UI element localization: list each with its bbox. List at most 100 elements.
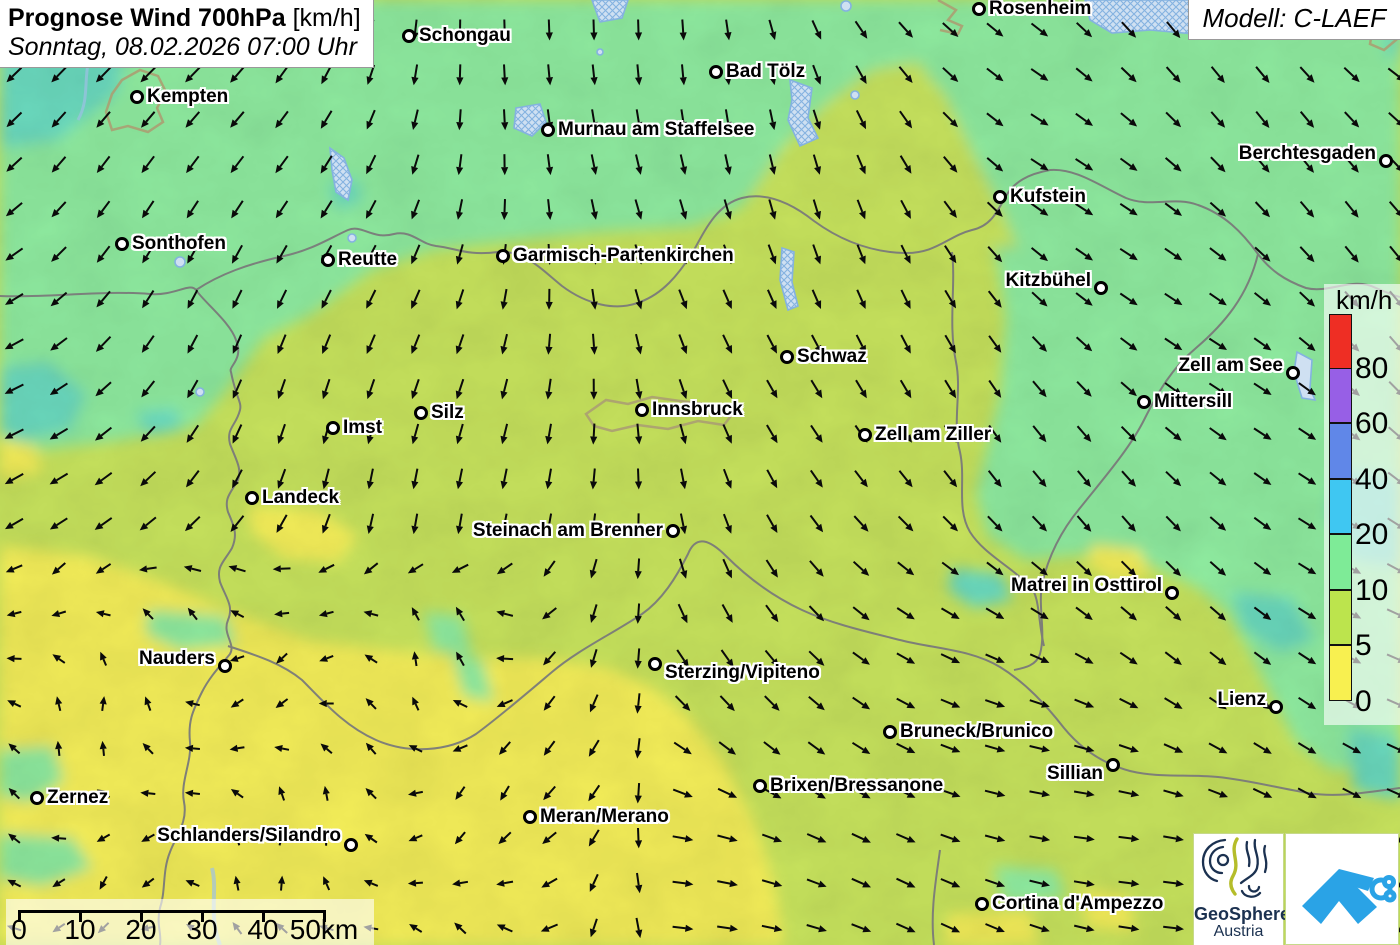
country-borders	[0, 168, 1400, 945]
lake-forggensee	[329, 146, 353, 202]
city-label: Bruneck/Brunico	[900, 721, 1054, 742]
title-parameter: Prognose Wind 700hPa	[8, 4, 286, 32]
legend-value: 80	[1355, 351, 1389, 385]
geosphere-wordmark: GeoSphere	[1194, 904, 1291, 924]
city-label: Zell am Ziller	[875, 424, 992, 445]
city-label: Reutte	[338, 249, 398, 270]
legend-entry: 20	[1324, 478, 1400, 549]
border-province-se	[931, 849, 941, 945]
city-label: Mittersill	[1154, 391, 1233, 412]
legend-value: 40	[1355, 462, 1389, 496]
geosphere-austria-logo: GeoSphere Austria	[1193, 833, 1291, 945]
city-label: Matrei in Osttirol	[1011, 575, 1162, 596]
city-marker	[344, 838, 358, 852]
city-marker	[218, 659, 232, 673]
legend-swatch	[1329, 367, 1352, 424]
city-label: Imst	[343, 417, 383, 438]
city-marker	[648, 657, 662, 671]
city-label: Landeck	[262, 487, 340, 508]
scale-tick-label: 20	[125, 914, 157, 945]
city-marker	[245, 491, 259, 505]
model-label: Modell: C-LAEF	[1187, 0, 1400, 40]
lake-staffelsee	[513, 103, 547, 137]
lakes	[76, 0, 1317, 945]
city-label: Sonthofen	[132, 233, 226, 254]
city-label: Bad Tölz	[726, 61, 806, 82]
city-label: Garmisch-Partenkirchen	[513, 245, 734, 266]
legend-value: 0	[1355, 684, 1372, 718]
legend-swatch	[1329, 478, 1352, 535]
legend-swatch	[1329, 589, 1352, 646]
legend-entry: 80	[1324, 314, 1400, 383]
outline-innsbruck	[584, 395, 735, 433]
border-austria-italy	[227, 540, 1400, 796]
legend-entry: 5	[1324, 589, 1400, 660]
city-marker	[321, 253, 335, 267]
city-marker	[975, 897, 989, 911]
city-marker	[1269, 700, 1283, 714]
mountain-partner-logo	[1285, 833, 1399, 945]
scale-tick-label: 0	[11, 914, 27, 945]
city-marker	[1165, 586, 1179, 600]
city-label: Meran/Merano	[540, 806, 669, 827]
scale-tick	[323, 910, 326, 922]
city-label: Schlanders/Silandro	[157, 825, 341, 846]
scale-tick-label: 40	[247, 914, 279, 945]
city-label: Schwaz	[797, 346, 867, 367]
city-label: Kufstein	[1010, 186, 1086, 207]
city-label: Zell am See	[1178, 355, 1283, 376]
lake-walchensee	[787, 78, 820, 148]
geosphere-country: Austria	[1213, 923, 1264, 940]
scale-tick-label: 30	[186, 914, 218, 945]
city-label: Kempten	[147, 86, 229, 107]
city-marker	[541, 123, 555, 137]
legend-entry: 40	[1324, 423, 1400, 494]
legend-title: km/h	[1336, 285, 1393, 315]
legend-swatch	[1329, 645, 1352, 701]
blue-mountain-icon	[1302, 869, 1397, 924]
scale-tick	[140, 910, 143, 922]
forecast-valid-time: Sonntag, 08.02.2026 07:00 Uhr	[8, 33, 357, 61]
city-label: Sillian	[1047, 763, 1103, 784]
scale-tick	[201, 910, 204, 922]
legend-value: 5	[1355, 628, 1372, 662]
city-label: Brixen/Bressanone	[770, 775, 944, 796]
legend-entry: 60	[1324, 367, 1400, 438]
border-berchtesgaden-salzburg	[1013, 253, 1259, 671]
city-marker	[1137, 395, 1151, 409]
legend-swatch	[1329, 314, 1352, 370]
city-marker	[115, 237, 129, 251]
geosphere-yellow-curve	[1229, 837, 1239, 896]
city-label: Sterzing/Vipiteno	[665, 662, 820, 683]
city-marker	[523, 810, 537, 824]
city-marker	[1379, 154, 1393, 168]
legend-value: 60	[1355, 406, 1389, 440]
city-marker	[1106, 758, 1120, 772]
scale-tick-label: 10	[64, 914, 96, 945]
city-marker	[972, 2, 986, 16]
city-label: Silz	[431, 402, 464, 423]
outline-kempten	[104, 68, 168, 134]
legend-entry: 10	[1324, 534, 1400, 605]
city-label: Zernez	[47, 787, 109, 808]
city-marker	[414, 406, 428, 420]
legend-swatch	[1329, 423, 1352, 479]
scale-tick	[18, 910, 21, 922]
lake-north	[591, 0, 629, 23]
legend-value: 20	[1355, 517, 1389, 551]
city-marker	[666, 524, 680, 538]
city-marker	[496, 249, 510, 263]
lake-achensee	[779, 246, 799, 312]
city-marker	[402, 29, 416, 43]
city-label: Kitzbühel	[1005, 270, 1092, 291]
border-tirol-salzburg	[951, 251, 1045, 647]
forecast-title-box: Prognose Wind 700hPa [km/h] Sonntag, 08.…	[0, 0, 374, 68]
city-label: Murnau am Staffelsee	[558, 119, 755, 140]
city-marker	[753, 779, 767, 793]
city-marker	[780, 350, 794, 364]
city-marker	[993, 190, 1007, 204]
scale-tick	[79, 910, 82, 922]
city-marker	[709, 65, 723, 79]
